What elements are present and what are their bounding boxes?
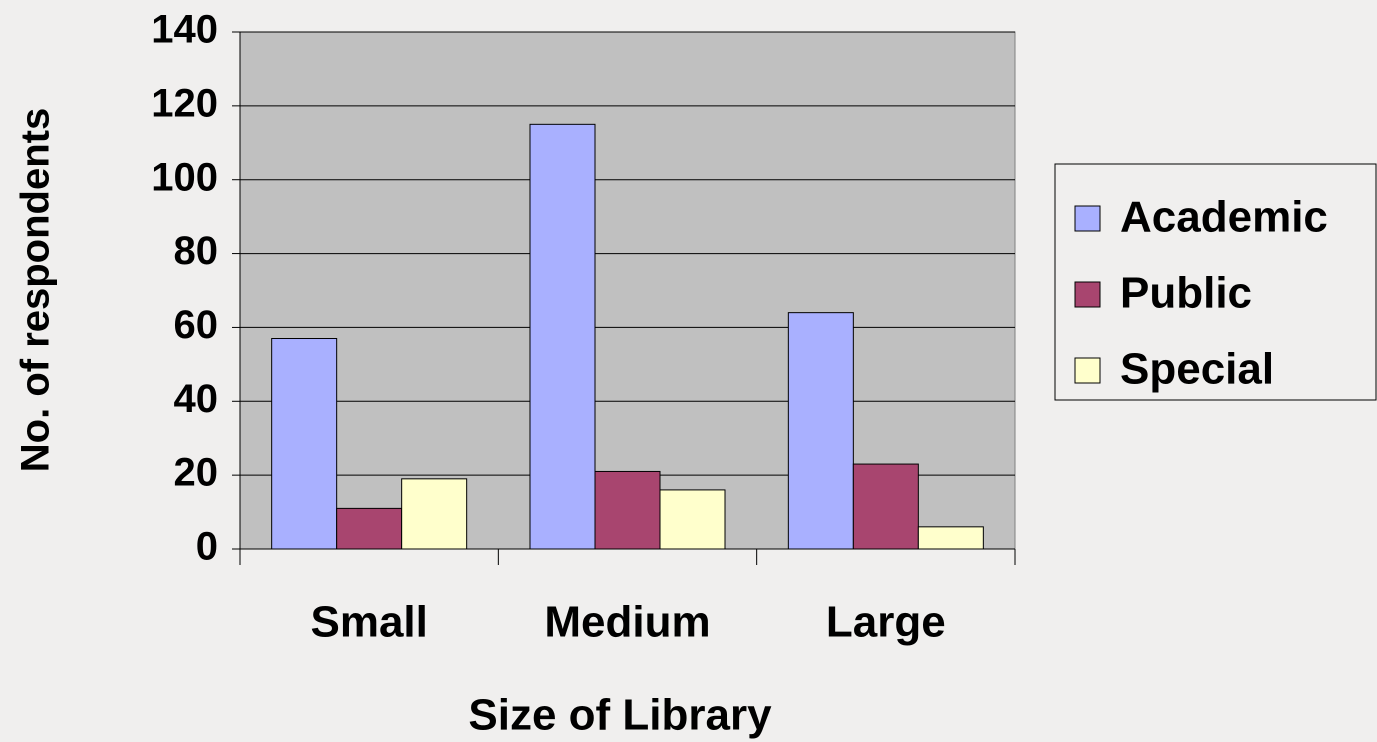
plot-area — [239, 31, 1016, 550]
bar — [529, 123, 596, 550]
y-tick-label: 40 — [174, 377, 219, 421]
legend-box — [1054, 163, 1377, 401]
bar — [336, 507, 403, 550]
y-tick-label: 60 — [174, 303, 219, 347]
bar — [271, 338, 338, 550]
legend-label: Public — [1120, 269, 1252, 318]
legend-swatch — [1074, 357, 1101, 384]
y-tick-label: 140 — [151, 8, 218, 52]
legend-swatch — [1074, 281, 1101, 308]
legend-label: Academic — [1120, 193, 1328, 242]
bar — [401, 478, 468, 550]
x-axis-label: Size of Library — [468, 691, 772, 740]
y-tick-label: 100 — [151, 155, 218, 199]
x-tick-label: Medium — [544, 598, 710, 647]
y-tick-label: 80 — [174, 229, 219, 273]
bar — [917, 526, 984, 550]
legend-swatch — [1074, 205, 1101, 232]
x-tick-label: Large — [826, 598, 946, 647]
bar — [787, 312, 854, 550]
legend-label: Special — [1120, 345, 1274, 394]
y-tick-label: 20 — [174, 451, 219, 495]
y-tick-label: 120 — [151, 81, 218, 125]
bar — [594, 470, 661, 550]
bar — [852, 463, 919, 550]
bar — [659, 489, 726, 550]
y-axis-label: No. of respondents — [14, 108, 58, 472]
x-tick-label: Small — [310, 598, 427, 647]
y-tick-label: 0 — [196, 525, 218, 569]
